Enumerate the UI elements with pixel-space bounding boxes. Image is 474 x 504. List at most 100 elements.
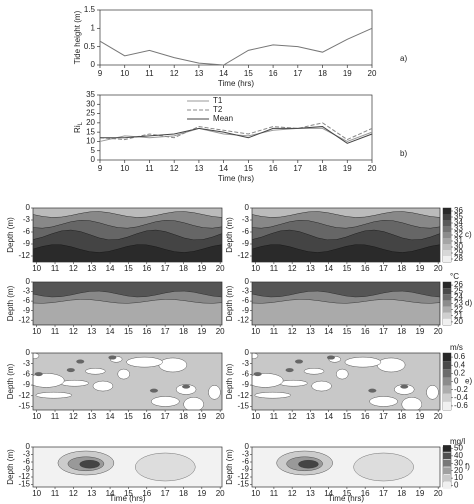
x-tick-label: 20 — [434, 264, 443, 273]
colorbar-step — [443, 250, 451, 256]
x-tick-label: 12 — [69, 489, 78, 498]
x-tick-label: 14 — [106, 489, 115, 498]
x-axis-label: Time (hrs) — [218, 79, 254, 88]
y-tick-label: -3 — [242, 215, 250, 224]
x-tick-label: 13 — [87, 327, 96, 336]
y-tick-label: -9 — [23, 239, 31, 248]
x-tick-label: 20 — [216, 412, 225, 421]
x-tick-label: 17 — [161, 264, 170, 273]
x-tick-label: 11 — [51, 264, 60, 273]
legend-label: T1 — [213, 96, 223, 105]
x-tick-label: 17 — [379, 489, 388, 498]
colorbar-tick-label: 36 — [454, 206, 463, 215]
colorbar-step — [443, 306, 451, 313]
y-tick-label: -3 — [242, 450, 250, 459]
x-tick-label: 13 — [306, 264, 315, 273]
y-tick-label: -6 — [23, 296, 31, 305]
series-line — [100, 126, 373, 144]
plot-frame — [99, 94, 373, 161]
colorbar-step — [443, 294, 451, 301]
y-tick-label: -6 — [242, 457, 250, 466]
contour-blob — [85, 368, 106, 375]
contour-blob — [285, 368, 294, 373]
colorbar-step — [443, 244, 451, 250]
y-tick-label: -9 — [242, 239, 250, 248]
colorbar-tick-label: 22 — [454, 305, 463, 314]
contour-blob — [295, 359, 303, 364]
x-tick-label: 19 — [343, 164, 352, 173]
y-tick-label: 0 — [245, 277, 250, 286]
x-tick-label: 16 — [142, 489, 151, 498]
y-tick-label: -12 — [18, 391, 30, 400]
y-tick-label: -9 — [242, 465, 250, 474]
colorbar-tick-label: -0.2 — [454, 385, 468, 394]
y-tick-label: -3 — [23, 359, 31, 368]
x-tick-label: 10 — [32, 264, 41, 273]
colorbar-step — [443, 232, 451, 238]
contour-blob — [253, 372, 262, 377]
y-axis-label-main: Ri — [73, 125, 82, 133]
y-tick-label: 0.5 — [84, 42, 96, 51]
panel-label: e) — [465, 377, 472, 386]
colorbar-tick-label: 0.6 — [454, 352, 466, 361]
y-axis-label: Depth (m) — [6, 285, 15, 321]
contour-blob — [368, 388, 377, 393]
plot-frame — [99, 9, 373, 66]
x-tick-label: 16 — [142, 264, 151, 273]
y-tick-label: -12 — [237, 315, 249, 324]
y-tick-label: -3 — [23, 450, 31, 459]
y-tick-label: -6 — [23, 457, 31, 466]
x-tick-label: 15 — [342, 489, 351, 498]
x-tick-label: 12 — [288, 327, 297, 336]
x-tick-label: 20 — [216, 489, 225, 498]
x-tick-label: 12 — [69, 327, 78, 336]
plot-frame — [32, 446, 223, 488]
y-axis-label: Tide height (m) — [73, 10, 82, 64]
x-tick-label: 15 — [124, 264, 133, 273]
contour-field — [252, 447, 440, 487]
x-tick-label: 18 — [397, 412, 406, 421]
colorbar-step — [443, 353, 451, 362]
contour-blob — [76, 359, 85, 364]
x-tick-label: 20 — [434, 489, 443, 498]
colorbar-tick-label: 25 — [454, 286, 463, 295]
x-tick-label: 15 — [124, 412, 133, 421]
y-tick-label: -3 — [23, 215, 31, 224]
x-tick-label: 17 — [161, 489, 170, 498]
x-tick-label: 12 — [170, 164, 179, 173]
contour-blob — [252, 353, 259, 360]
colorbar-tick-label: -0.4 — [454, 393, 468, 402]
y-tick-label: -9 — [23, 380, 31, 389]
contour-blob — [252, 373, 284, 388]
colorbar-tick-label: 35 — [454, 212, 463, 221]
colorbar-tick-label: 20 — [454, 317, 463, 326]
x-tick-label: 12 — [69, 264, 78, 273]
x-tick-label: 18 — [179, 327, 188, 336]
x-tick-label: 16 — [361, 327, 370, 336]
y-tick-label: -15 — [18, 480, 30, 489]
x-tick-label: 16 — [269, 164, 278, 173]
x-tick-label: 18 — [179, 264, 188, 273]
contour-blob — [158, 357, 188, 373]
y-tick-label: 0 — [245, 442, 250, 451]
x-axis-label: Time (hrs) — [328, 494, 364, 503]
contour-blob — [279, 380, 308, 387]
contour-blob — [149, 388, 158, 393]
x-tick-label: 19 — [197, 327, 206, 336]
y-tick-label: -12 — [237, 251, 249, 260]
contour-blob — [117, 368, 130, 380]
x-tick-label: 13 — [194, 164, 203, 173]
x-tick-label: 10 — [251, 412, 260, 421]
colorbar-tick-label: 0 — [454, 481, 459, 490]
contour-field — [33, 282, 222, 325]
plot-frame — [251, 281, 441, 326]
colorbar-tick-label: 30 — [454, 458, 463, 467]
colorbar-step — [443, 256, 451, 262]
y-tick-label: 0 — [26, 203, 31, 212]
plot-frame — [32, 281, 223, 326]
contour-field — [252, 282, 440, 325]
colorbar-tick-label: 34 — [454, 218, 463, 227]
colorbar-tick-label: 32 — [454, 230, 463, 239]
x-tick-label: 19 — [415, 327, 424, 336]
contour-blob — [208, 385, 221, 400]
